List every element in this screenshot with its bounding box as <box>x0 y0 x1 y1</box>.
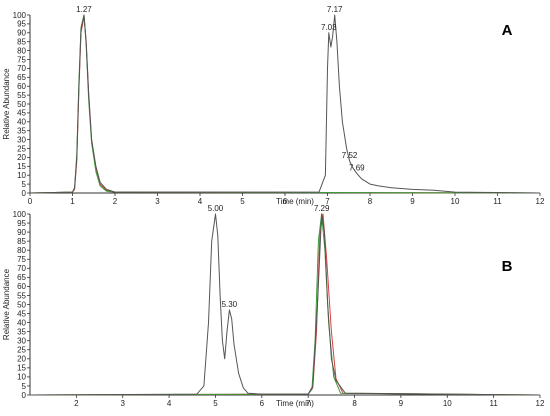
x-tick-label: 8 <box>368 197 373 206</box>
peak-label: 7.17 <box>327 5 343 14</box>
peak-label: 7.69 <box>349 163 365 172</box>
y-tick-label: 40 <box>17 118 26 127</box>
y-tick-label: 45 <box>17 309 26 318</box>
y-tick-label: 25 <box>17 346 26 355</box>
y-tick-label: 85 <box>17 237 26 246</box>
y-tick-label: 30 <box>17 337 26 346</box>
x-tick-label: 9 <box>399 399 404 408</box>
y-tick-label: 55 <box>17 291 26 300</box>
x-tick-label: 2 <box>113 197 118 206</box>
x-axis-title: Time (min) <box>276 197 314 206</box>
series-line-0 <box>29 14 541 194</box>
peak-label: 5.00 <box>208 204 224 213</box>
x-axis-title: Time (min) <box>276 399 314 408</box>
y-tick-label: 80 <box>17 246 26 255</box>
y-tick-label: 20 <box>17 355 26 364</box>
x-tick-label: 2 <box>74 399 79 408</box>
x-tick-label: 11 <box>489 399 498 408</box>
panel-label: A <box>502 22 513 39</box>
x-tick-label: 12 <box>536 399 545 408</box>
y-tick-label: 75 <box>17 255 26 264</box>
y-tick-label: 70 <box>17 264 26 273</box>
y-tick-label: 0 <box>22 189 27 198</box>
y-tick-label: 80 <box>17 46 26 55</box>
x-tick-label: 5 <box>240 197 245 206</box>
y-tick-label: 95 <box>17 219 26 228</box>
x-tick-label: 11 <box>493 197 502 206</box>
y-tick-label: 20 <box>17 153 26 162</box>
y-tick-label: 100 <box>13 11 27 20</box>
x-tick-label: 12 <box>536 197 545 206</box>
panel-a: 0510152025303540455055606570758085909510… <box>2 5 545 206</box>
y-tick-label: 25 <box>17 144 26 153</box>
series-line-0 <box>29 213 541 396</box>
y-tick-label: 15 <box>17 162 26 171</box>
y-tick-label: 50 <box>17 100 26 109</box>
y-tick-label: 60 <box>17 282 26 291</box>
x-tick-label: 5 <box>213 399 218 408</box>
y-tick-label: 5 <box>22 382 27 391</box>
peak-label: 7.03 <box>321 23 337 32</box>
y-tick-label: 40 <box>17 318 26 327</box>
y-tick-label: 5 <box>22 180 27 189</box>
peak-label: 7.29 <box>314 204 330 213</box>
x-tick-label: 10 <box>451 197 460 206</box>
y-tick-label: 60 <box>17 82 26 91</box>
y-tick-label: 100 <box>13 210 27 219</box>
panel-b: 0510152025303540455055606570758085909510… <box>2 204 545 408</box>
y-tick-label: 65 <box>17 73 26 82</box>
y-tick-label: 95 <box>17 20 26 29</box>
y-tick-label: 90 <box>17 228 26 237</box>
x-tick-label: 6 <box>260 399 265 408</box>
peak-label: 7.52 <box>342 151 358 160</box>
x-tick-label: 9 <box>410 197 415 206</box>
y-tick-label: 35 <box>17 127 26 136</box>
y-tick-label: 90 <box>17 29 26 38</box>
y-tick-label: 85 <box>17 38 26 47</box>
x-tick-label: 10 <box>443 399 452 408</box>
y-axis-title: Relative Abundance <box>2 68 11 140</box>
y-tick-label: 10 <box>17 171 26 180</box>
x-tick-label: 3 <box>155 197 160 206</box>
x-tick-label: 7 <box>325 197 330 206</box>
y-tick-label: 15 <box>17 364 26 373</box>
y-tick-label: 55 <box>17 91 26 100</box>
x-tick-label: 3 <box>121 399 126 408</box>
x-tick-label: 8 <box>352 399 357 408</box>
y-tick-label: 10 <box>17 373 26 382</box>
y-tick-label: 75 <box>17 55 26 64</box>
x-tick-label: 0 <box>28 197 33 206</box>
x-tick-label: 6 <box>283 197 288 206</box>
y-tick-label: 70 <box>17 64 26 73</box>
x-tick-label: 1 <box>70 197 75 206</box>
x-tick-label: 4 <box>167 399 172 408</box>
y-tick-label: 45 <box>17 109 26 118</box>
peak-label: 1.27 <box>76 5 92 14</box>
y-tick-label: 65 <box>17 273 26 282</box>
y-tick-label: 50 <box>17 300 26 309</box>
x-tick-label: 4 <box>198 197 203 206</box>
peak-label: 5.30 <box>222 300 238 309</box>
panel-label: B <box>502 258 513 275</box>
y-tick-label: 30 <box>17 135 26 144</box>
y-tick-label: 0 <box>22 391 27 400</box>
y-axis-title: Relative Abundance <box>2 268 11 340</box>
x-tick-label: 7 <box>306 399 311 408</box>
y-tick-label: 35 <box>17 327 26 336</box>
